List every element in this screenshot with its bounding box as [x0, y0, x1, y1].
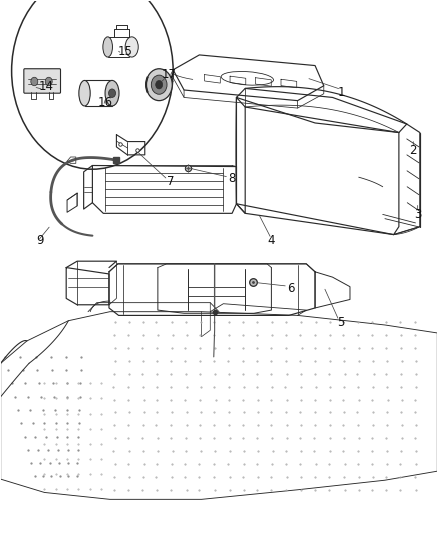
Circle shape: [146, 69, 172, 101]
Text: 8: 8: [228, 172, 236, 185]
Text: 3: 3: [414, 208, 421, 221]
Circle shape: [31, 77, 38, 86]
Ellipse shape: [103, 37, 113, 57]
Circle shape: [151, 75, 167, 94]
Text: 6: 6: [287, 282, 295, 295]
Text: 9: 9: [36, 235, 44, 247]
Text: 14: 14: [39, 80, 54, 93]
Text: 17: 17: [161, 68, 176, 80]
Text: 4: 4: [268, 235, 275, 247]
Text: 1: 1: [338, 86, 345, 99]
Text: 15: 15: [118, 45, 133, 58]
Circle shape: [45, 77, 52, 86]
Ellipse shape: [125, 37, 138, 57]
Text: 7: 7: [167, 175, 175, 188]
Text: 16: 16: [98, 96, 113, 109]
Ellipse shape: [105, 80, 119, 106]
Circle shape: [109, 89, 116, 98]
Circle shape: [155, 80, 162, 89]
Ellipse shape: [79, 80, 90, 106]
Text: 5: 5: [338, 316, 345, 329]
Text: 2: 2: [410, 144, 417, 157]
FancyBboxPatch shape: [24, 69, 60, 93]
